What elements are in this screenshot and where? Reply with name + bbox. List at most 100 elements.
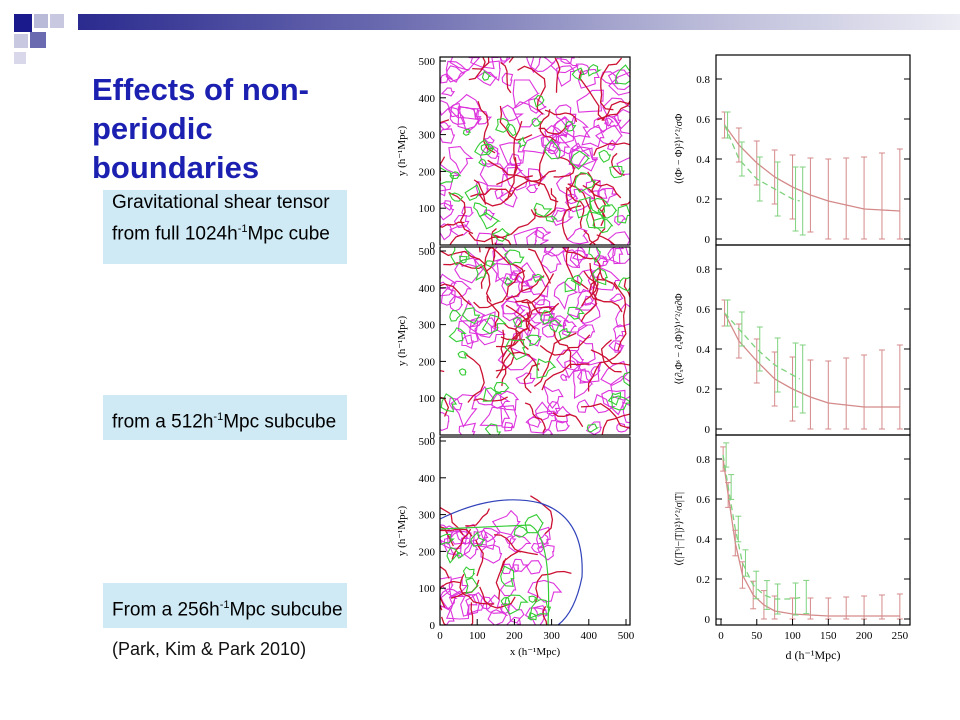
contour-green	[448, 327, 467, 343]
contour-red	[494, 234, 512, 245]
x-tick-label: 250	[892, 630, 909, 642]
caption-box-256-subcube: From a 256h-1Mpc subcube	[103, 583, 347, 628]
contour-red	[465, 508, 490, 527]
contour-magenta	[508, 534, 532, 553]
corner-square-light	[14, 52, 26, 64]
contour-green	[558, 328, 572, 340]
contour-magenta	[440, 100, 451, 117]
contour-green	[474, 139, 495, 156]
contour-magenta	[616, 156, 630, 176]
contour-blue	[440, 499, 583, 625]
y-tick-label: 200	[419, 356, 436, 368]
contour-green	[609, 165, 625, 179]
contour-magenta	[440, 73, 453, 84]
contour-magenta	[534, 299, 554, 316]
contour-green	[540, 310, 554, 325]
caption-box-background	[103, 190, 347, 264]
contour-green	[462, 566, 476, 579]
contour-green	[591, 267, 608, 286]
contour-magenta	[513, 226, 539, 245]
contour-magenta	[560, 373, 568, 381]
y-tick-label: 0	[430, 430, 436, 442]
contour-red	[479, 157, 517, 207]
contour-red	[524, 402, 547, 433]
contour-magenta	[536, 526, 551, 549]
contour-red	[440, 602, 474, 625]
contour-green	[440, 533, 455, 546]
contour-green	[482, 387, 502, 402]
contour-magenta	[526, 229, 549, 245]
contour-magenta	[507, 602, 525, 624]
contour-red	[588, 227, 606, 245]
contour-magenta	[497, 346, 537, 371]
contour-magenta	[474, 385, 494, 406]
contour-red	[530, 495, 554, 535]
y-tick-label: 0.6	[696, 494, 710, 506]
contour-red	[596, 234, 616, 245]
contour-magenta	[525, 184, 539, 194]
contour-green	[588, 247, 601, 263]
corner-square-mid	[50, 14, 64, 28]
contour-magenta	[440, 604, 455, 625]
contour-magenta	[521, 133, 547, 154]
contour-magenta	[601, 389, 627, 416]
contour-magenta	[501, 273, 530, 298]
contour-magenta	[526, 57, 542, 74]
y-tick-label: 0	[705, 424, 711, 436]
contour-red	[593, 142, 630, 156]
contour-magenta	[568, 146, 599, 172]
contour-red	[440, 396, 450, 417]
series-line-full-box	[722, 458, 900, 617]
contour-green	[524, 513, 544, 534]
contour-red	[515, 298, 560, 314]
contour-magenta	[475, 71, 498, 87]
contour-magenta	[445, 65, 466, 83]
contour-green	[512, 316, 524, 328]
contour-magenta	[506, 616, 522, 625]
contour-green	[525, 334, 542, 347]
contour-green	[586, 211, 606, 229]
contour-magenta	[536, 544, 555, 561]
contour-red	[505, 275, 545, 301]
contour-magenta	[501, 72, 514, 87]
contour-red	[495, 312, 530, 372]
contour-magenta	[448, 93, 481, 121]
contour-magenta	[590, 365, 601, 378]
contour-green	[458, 368, 467, 376]
contour-green	[617, 276, 630, 292]
y-tick-label: 0.6	[696, 114, 710, 126]
contour-red	[620, 200, 630, 206]
caption-256-subcube: From a 256h-1Mpc subcube	[112, 599, 343, 621]
contour-green	[574, 172, 596, 193]
y-tick-label: 400	[419, 283, 436, 295]
contour-green	[598, 149, 612, 163]
contour-magenta	[540, 251, 562, 274]
contour-red	[465, 354, 485, 403]
contour-magenta	[483, 135, 495, 144]
contour-red	[613, 281, 627, 351]
x-tick-label: 50	[751, 630, 763, 642]
contour-red	[583, 230, 596, 245]
contour-magenta	[457, 320, 479, 345]
contour-magenta	[608, 340, 625, 352]
contour-magenta	[524, 607, 548, 625]
contour-red	[440, 525, 454, 547]
contour-magenta	[527, 410, 557, 434]
contour-red	[459, 573, 495, 605]
contour-red	[470, 188, 512, 198]
contour-red	[504, 179, 559, 203]
contour-green	[548, 319, 563, 333]
corner-square-light	[14, 34, 28, 48]
contour-magenta	[479, 406, 511, 427]
map-y-axis-label: y (h⁻¹Mpc)	[396, 315, 408, 366]
contour-green	[462, 128, 471, 136]
contour-magenta	[585, 179, 603, 193]
contour-magenta	[542, 314, 555, 326]
contour-green	[533, 202, 553, 218]
y-tick-label: 500	[419, 436, 436, 448]
contour-magenta	[440, 87, 456, 97]
y-tick-label: 0.4	[696, 344, 710, 356]
contour-magenta	[614, 215, 627, 226]
contour-red	[527, 248, 552, 284]
contour-green	[440, 524, 550, 625]
